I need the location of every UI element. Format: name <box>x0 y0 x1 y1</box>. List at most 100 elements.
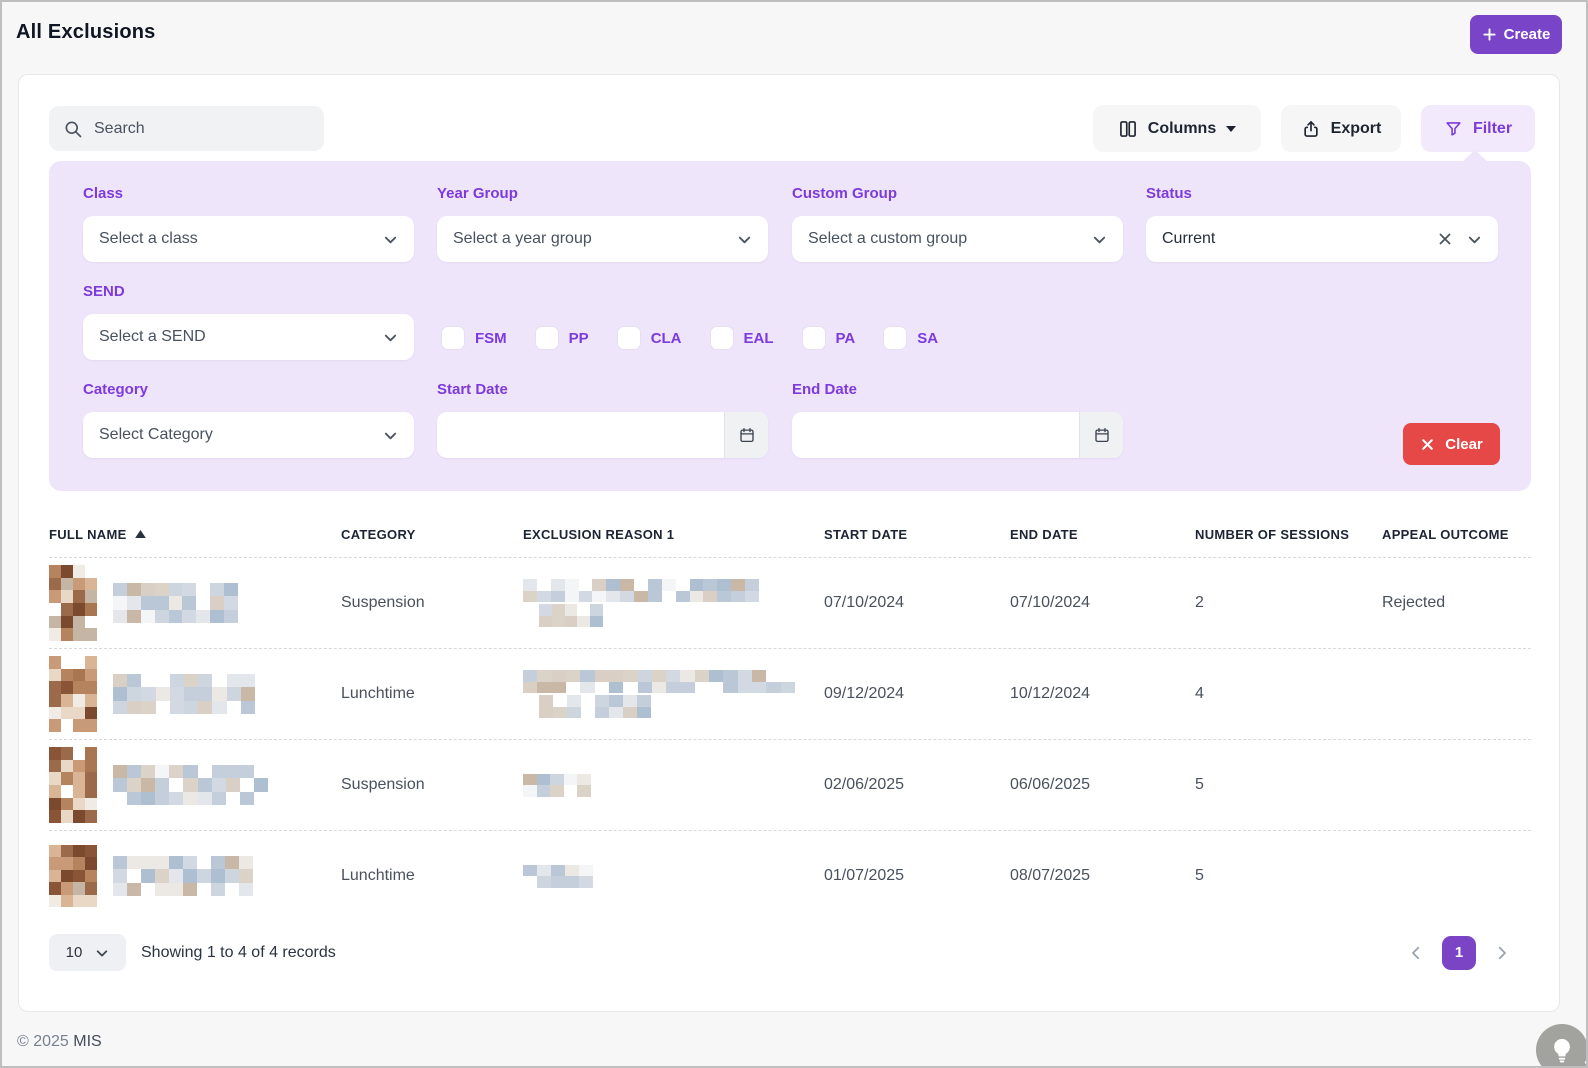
next-page-button[interactable] <box>1493 944 1511 962</box>
column-header-full-name[interactable]: FULL NAME <box>49 527 341 542</box>
chevron-down-icon <box>737 232 752 247</box>
redacted-exclusion-reason <box>523 579 759 602</box>
checkbox-label: EAL <box>743 329 774 347</box>
columns-button[interactable]: Columns <box>1093 105 1261 152</box>
cell-appeal-outcome: Rejected <box>1382 594 1446 611</box>
checkbox-cla[interactable]: CLA <box>616 326 682 350</box>
custom-group-select[interactable]: Select a custom group <box>792 216 1123 262</box>
year-group-label: Year Group <box>437 185 518 202</box>
redacted-student-name <box>113 765 268 805</box>
table-row[interactable]: Lunchtime 09/12/2024 10/12/2024 4 <box>49 648 1531 739</box>
search-input[interactable] <box>94 119 310 138</box>
redacted-exclusion-reason <box>539 695 651 718</box>
column-header-exclusion-reason[interactable]: EXCLUSION REASON 1 <box>523 527 824 542</box>
x-icon <box>1420 437 1435 452</box>
redacted-exclusion-reason <box>539 604 603 627</box>
search-box <box>49 106 324 151</box>
end-date-calendar-button[interactable] <box>1079 412 1123 458</box>
columns-button-label: Columns <box>1147 119 1217 137</box>
checkbox-sa[interactable]: SA <box>883 326 938 350</box>
chevron-right-icon <box>1493 944 1511 962</box>
redacted-exclusion-reason <box>523 670 795 693</box>
cell-category: Lunchtime <box>341 867 415 884</box>
plus-icon <box>1482 27 1497 42</box>
status-label: Status <box>1146 185 1192 202</box>
send-label: SEND <box>83 283 125 300</box>
chevron-down-icon <box>383 330 398 345</box>
lightbulb-icon <box>1548 1036 1576 1064</box>
send-select[interactable]: Select a SEND <box>83 314 414 360</box>
table-header-row: FULL NAME CATEGORY EXCLUSION REASON 1 ST… <box>49 511 1531 557</box>
student-avatar <box>49 747 97 823</box>
exclusions-table: FULL NAME CATEGORY EXCLUSION REASON 1 ST… <box>49 511 1531 921</box>
column-header-end-date[interactable]: END DATE <box>1010 527 1195 542</box>
column-header-label: APPEAL OUTCOME <box>1382 526 1509 542</box>
column-header-sessions[interactable]: NUMBER OF SESSIONS <box>1195 527 1382 542</box>
category-select-placeholder: Select Category <box>99 426 213 443</box>
clear-status-icon[interactable] <box>1437 231 1453 247</box>
checkbox-pa[interactable]: PA <box>801 326 856 350</box>
student-avatar <box>49 845 97 907</box>
search-icon <box>63 119 83 139</box>
chevron-down-icon <box>95 946 109 960</box>
start-date-label: Start Date <box>437 381 508 398</box>
checkbox-label: PP <box>568 329 589 347</box>
checkbox-pp[interactable]: PP <box>534 326 589 350</box>
end-date-input[interactable] <box>792 412 1079 458</box>
checkbox-label: PA <box>835 329 856 347</box>
status-select-value: Current <box>1162 230 1216 247</box>
checkbox-eal[interactable]: EAL <box>709 326 774 350</box>
page-1-button[interactable]: 1 <box>1442 935 1476 970</box>
cell-sessions: 4 <box>1195 685 1204 702</box>
year-group-select[interactable]: Select a year group <box>437 216 768 262</box>
send-select-placeholder: Select a SEND <box>99 328 206 345</box>
chevron-left-icon <box>1407 944 1425 962</box>
table-row[interactable]: Lunchtime 01/07/2025 08/07/2025 5 <box>49 830 1531 921</box>
start-date-input[interactable] <box>437 412 724 458</box>
column-header-label: START DATE <box>824 526 908 542</box>
table-row[interactable]: Suspension 02/06/2025 06/06/2025 5 <box>49 739 1531 830</box>
checkbox-box <box>534 326 559 350</box>
column-header-label: CATEGORY <box>341 526 416 542</box>
checkbox-label: FSM <box>475 329 507 347</box>
start-date-calendar-button[interactable] <box>724 412 768 458</box>
table-row[interactable]: Suspension 07/10/2024 07/10/2024 2 Rejec… <box>49 557 1531 648</box>
student-avatar <box>49 565 97 641</box>
year-group-select-placeholder: Select a year group <box>453 230 592 247</box>
column-header-label: FULL NAME <box>49 526 127 542</box>
export-icon <box>1301 119 1321 139</box>
column-header-start-date[interactable]: START DATE <box>824 527 1010 542</box>
class-select[interactable]: Select a class <box>83 216 414 262</box>
cell-category: Lunchtime <box>341 685 415 702</box>
column-header-label: END DATE <box>1010 526 1078 542</box>
exclusions-card: Columns Export Filter Class Select a cla… <box>18 74 1560 1012</box>
class-label: Class <box>83 185 124 202</box>
create-button-label: Create <box>1503 26 1551 43</box>
cell-category: Suspension <box>341 594 425 611</box>
create-button[interactable]: Create <box>1470 15 1562 54</box>
export-button[interactable]: Export <box>1281 105 1401 152</box>
column-header-category[interactable]: CATEGORY <box>341 527 523 542</box>
page-size-select[interactable]: 10 <box>49 934 126 971</box>
redacted-exclusion-reason <box>523 773 591 797</box>
checkbox-label: SA <box>917 329 939 347</box>
help-widget-button[interactable] <box>1536 1024 1586 1066</box>
columns-icon <box>1118 119 1138 139</box>
caret-down-icon <box>1226 125 1237 132</box>
chevron-down-icon <box>383 232 398 247</box>
column-header-label: EXCLUSION REASON 1 <box>523 526 675 542</box>
clear-filters-button[interactable]: Clear <box>1403 423 1500 465</box>
sort-asc-icon <box>134 530 146 538</box>
status-select[interactable]: Current <box>1146 216 1498 262</box>
checkbox-box <box>709 326 734 350</box>
cell-end-date: 08/07/2025 <box>1010 867 1091 884</box>
checkbox-fsm[interactable]: FSM <box>441 326 507 350</box>
column-header-label: NUMBER OF SESSIONS <box>1195 526 1350 542</box>
column-header-appeal-outcome[interactable]: APPEAL OUTCOME <box>1382 527 1531 542</box>
records-summary: Showing 1 to 4 of 4 records <box>141 943 336 961</box>
cell-sessions: 5 <box>1195 867 1204 884</box>
filter-button[interactable]: Filter <box>1421 105 1535 152</box>
previous-page-button[interactable] <box>1407 944 1425 962</box>
category-select[interactable]: Select Category <box>83 412 414 458</box>
